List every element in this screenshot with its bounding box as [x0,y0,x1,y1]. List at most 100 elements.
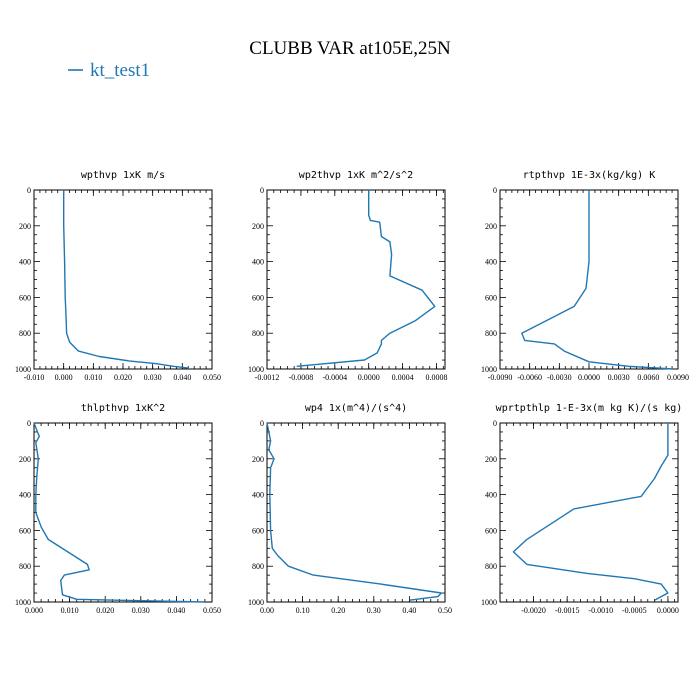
y-tick-label: 600 [19,526,31,535]
x-tick-label: 0.0000 [578,373,600,382]
y-tick-label: 400 [252,491,264,500]
plot-frame [266,422,446,603]
x-tick-label: -0.0012 [255,373,280,382]
y-tick-label: 400 [19,258,31,267]
legend-label: kt_test1 [90,60,150,81]
x-tick-label: 0.0060 [637,373,659,382]
y-tick-label: 800 [19,329,31,338]
x-tick-label: -0.0010 [588,606,613,615]
plot-frame [499,422,679,603]
x-tick-label: -0.0004 [322,373,347,382]
y-tick-label: 400 [252,258,264,267]
subplot-title: thlpthvp 1xK^2 [81,403,165,414]
y-tick-label: 400 [485,491,497,500]
y-tick-label: 0 [260,186,264,195]
legend: kt_test1 [68,60,150,81]
x-tick-label: -0.0020 [521,606,546,615]
x-tick-label: 0.040 [173,373,191,382]
y-tick-label: 1000 [248,365,264,374]
x-tick-label: 0.0000 [358,373,380,382]
y-tick-label: 0 [27,186,31,195]
subplot-3: rtpthvp 1E-3x(kg/kg) K -0.0090 -0.0060 -0.0… [481,170,689,382]
y-tick-label: 0 [260,419,264,428]
x-tick-label: -0.0015 [555,606,580,615]
x-tick-label: 0.10 [296,606,310,615]
x-tick-label: 0.0000 [657,606,679,615]
y-tick-label: 800 [252,562,264,571]
x-tick-label: 0.0030 [608,373,630,382]
x-tick-label: 0.030 [132,606,150,615]
y-tick-label: 1000 [481,598,497,607]
series-line-kt_test1 [512,423,669,601]
y-tick-label: 600 [485,526,497,535]
series-line-kt_test1 [266,422,443,601]
x-tick-label: 0.040 [167,606,185,615]
y-tick-label: 200 [19,222,31,231]
y-tick-label: 800 [252,329,264,338]
subplot-6: wprtpthlp 1-E-3x(m kg K)/(s kg) -0.0020 -0… [481,403,682,615]
plot-frame [33,189,213,370]
series-line-kt_test1 [521,190,674,370]
y-tick-label: 0 [493,186,497,195]
x-tick-label: 0.030 [144,373,162,382]
x-tick-label: 0.0090 [667,373,689,382]
subplot-4: thlpthvp 1xK^2 0.000 0.010 0.020 0.030 0.040 0… [15,403,221,615]
x-tick-label: 0.020 [114,373,132,382]
subplot-title: wp2thvp 1xK m^2/s^2 [299,170,413,181]
y-tick-label: 200 [485,455,497,464]
subplot-title: wprtpthlp 1-E-3x(m kg K)/(s kg) [496,403,683,414]
subplot-title: rtpthvp 1E-3x(kg/kg) K [523,170,655,181]
subplot-title: wpthvp 1xK m/s [81,170,165,181]
y-tick-label: 200 [19,455,31,464]
subplot-5: wp4 1x(m^4)/(s^4) 0.00 0.10 0.20 0.30 0.40 0.5… [248,403,452,615]
x-tick-label: 0.010 [61,606,79,615]
y-tick-label: 200 [252,222,264,231]
y-tick-label: 800 [485,562,497,571]
y-tick-label: 600 [252,526,264,535]
x-tick-label: 0.000 [55,373,73,382]
subplot-title: wp4 1x(m^4)/(s^4) [305,403,407,414]
y-tick-label: 600 [19,293,31,302]
x-tick-label: -0.0060 [517,373,542,382]
x-tick-label: 0.050 [203,373,221,382]
x-tick-label: 0.010 [84,373,102,382]
y-tick-label: 200 [485,222,497,231]
y-tick-label: 1000 [15,598,31,607]
subplot-1: wpthvp 1xK m/s -0.010 0.000 0.010 0.020 0.030… [15,170,221,382]
y-tick-label: 1000 [248,598,264,607]
x-tick-label: 0.20 [331,606,345,615]
y-tick-label: 800 [19,562,31,571]
y-tick-label: 1000 [15,365,31,374]
x-tick-label: -0.010 [24,373,45,382]
y-tick-label: 0 [27,419,31,428]
y-tick-label: 0 [493,419,497,428]
subplot-grid: wpthvp 1xK m/s-0.010 0.000 0.010 0.020 0.030… [15,170,689,615]
x-tick-label: 0.40 [402,606,416,615]
y-tick-label: 400 [485,258,497,267]
x-tick-label: 0.0008 [426,373,448,382]
x-tick-label: -0.0008 [289,373,314,382]
y-tick-label: 800 [485,329,497,338]
figure-title: CLUBB VAR at105E,25N [249,38,451,59]
series-line-kt_test1 [33,422,205,603]
y-tick-label: 200 [252,455,264,464]
y-tick-label: 400 [19,491,31,500]
series-line-kt_test1 [296,190,436,367]
plot-frame [33,422,213,603]
x-tick-label: 0.050 [203,606,221,615]
y-tick-label: 600 [485,293,497,302]
plot-frame [266,189,446,370]
x-tick-label: 0.0004 [392,373,414,382]
x-tick-label: -0.0090 [488,373,513,382]
x-tick-label: 0.000 [25,606,43,615]
x-tick-label: 0.30 [367,606,381,615]
series-line-kt_test1 [63,190,190,369]
y-tick-label: 1000 [481,365,497,374]
x-tick-label: -0.0030 [547,373,572,382]
x-tick-label: 0.020 [96,606,114,615]
y-tick-label: 600 [252,293,264,302]
x-tick-label: 0.00 [260,606,274,615]
x-tick-label: -0.0005 [622,606,647,615]
subplot-2: wp2thvp 1xK m^2/s^2 -0.0012 -0.0008 -0.0004… [248,170,448,382]
